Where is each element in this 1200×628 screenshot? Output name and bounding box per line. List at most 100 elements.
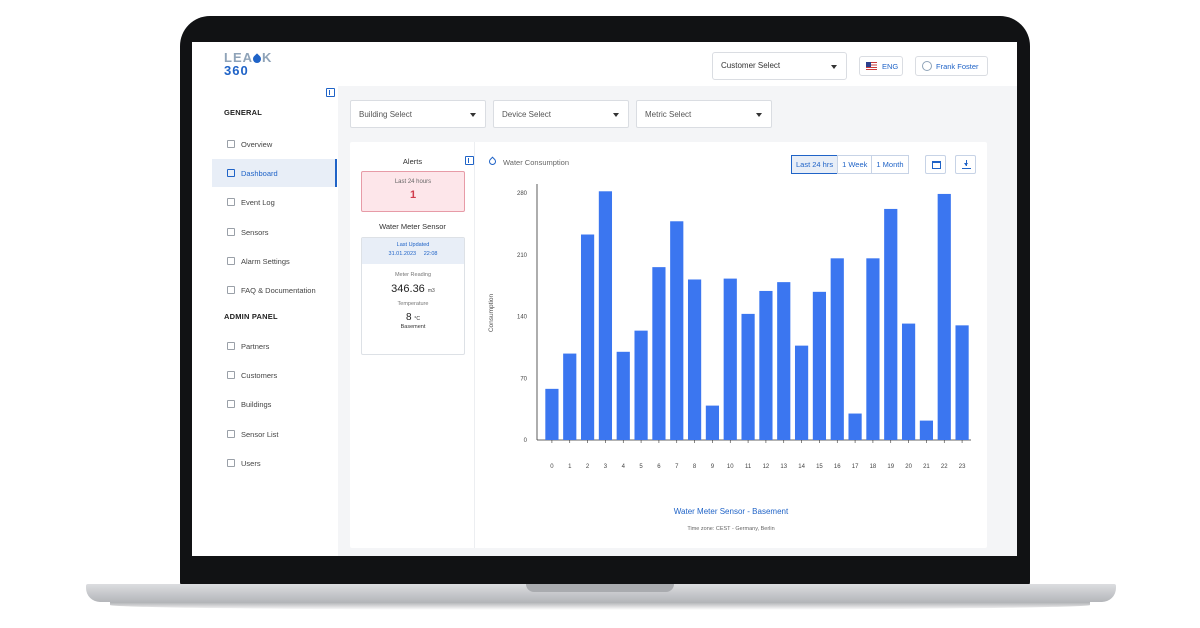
bar-hour-23 xyxy=(955,325,969,440)
sidebar-item-customers[interactable]: Customers xyxy=(212,361,337,389)
help-icon xyxy=(227,286,235,294)
sidebar-item-partners[interactable]: Partners xyxy=(212,332,337,360)
dashboard-card: Alerts Last 24 hours 1 Water Meter Senso… xyxy=(350,142,987,548)
sensor-title: Water Meter Sensor xyxy=(379,222,446,231)
logo-drop-icon xyxy=(251,53,263,65)
customer-select-label: Customer Select xyxy=(721,61,781,70)
x-tick-label: 22 xyxy=(941,464,948,470)
x-tick-label: 13 xyxy=(780,464,787,470)
y-tick-label: 280 xyxy=(517,191,528,197)
meter-label: Meter Reading xyxy=(394,272,432,278)
x-tick-label: 10 xyxy=(727,464,734,470)
sidebar-item-alarm-settings[interactable]: Alarm Settings xyxy=(212,247,337,275)
building-select[interactable]: Building Select xyxy=(350,100,486,128)
device-select-label: Device Select xyxy=(502,110,551,119)
bar-hour-13 xyxy=(777,282,791,440)
dashboard-icon xyxy=(227,169,235,178)
x-tick-label: 9 xyxy=(711,464,715,470)
sidebar-item-sensor-list[interactable]: Sensor List xyxy=(212,420,337,448)
sidebar-item-dashboard[interactable]: Dashboard xyxy=(212,159,337,188)
chart-area: Water Consumption Last 24 hrs 1 Week 1 M… xyxy=(475,142,987,548)
sidebar-item-label: Customers xyxy=(241,371,278,381)
language-button[interactable]: ENG xyxy=(859,56,903,76)
section-title-general: GENERAL xyxy=(224,108,263,117)
sidebar-item-event-log[interactable]: Event Log xyxy=(212,188,337,216)
sidebar-item-label: Partners xyxy=(241,342,270,351)
x-tick-label: 3 xyxy=(604,464,608,470)
x-tick-label: 7 xyxy=(675,464,679,470)
meter-unit: m3 xyxy=(427,288,435,294)
user-icon xyxy=(922,61,932,71)
bar-hour-8 xyxy=(687,279,702,440)
x-tick-label: 20 xyxy=(905,464,912,470)
bar-hour-5 xyxy=(634,330,648,440)
panel-collapse-icon[interactable] xyxy=(465,156,474,165)
bar-hour-22 xyxy=(937,193,951,440)
last-updated-value: 31.01.2023 22:08 xyxy=(388,251,438,257)
bar-hour-12 xyxy=(759,290,773,440)
laptop-notch xyxy=(526,584,674,592)
metric-select[interactable]: Metric Select xyxy=(636,100,772,128)
range-1-month[interactable]: 1 Month xyxy=(871,155,909,174)
x-tick-label: 21 xyxy=(923,464,930,470)
bar-hour-7 xyxy=(670,221,684,440)
bar-hour-16 xyxy=(830,258,844,440)
sidebar-item-users[interactable]: Users xyxy=(212,449,337,477)
chart-title: Water Consumption xyxy=(487,156,569,167)
x-tick-label: 16 xyxy=(834,464,841,470)
x-tick-label: 4 xyxy=(622,464,626,470)
customers-icon xyxy=(227,371,235,380)
main-content: Building Select Device Select Metric Sel… xyxy=(338,86,1017,556)
range-toggle: Last 24 hrs 1 Week 1 Month xyxy=(791,155,909,174)
x-tick-label: 12 xyxy=(763,464,770,470)
bar-hour-4 xyxy=(616,351,630,440)
device-select[interactable]: Device Select xyxy=(493,100,629,128)
range-1-week[interactable]: 1 Week xyxy=(837,155,873,174)
sidebar-item-label: Sensor List xyxy=(241,429,279,439)
x-tick-label: 18 xyxy=(870,464,877,470)
logo[interactable]: LEA K 360 xyxy=(224,50,274,80)
bar-hour-6 xyxy=(652,267,666,440)
download-icon xyxy=(962,160,971,169)
bar-hour-2 xyxy=(580,234,595,440)
sidebar-item-sensors[interactable]: Sensors xyxy=(212,218,337,246)
range-last-24-hrs[interactable]: Last 24 hrs xyxy=(791,155,839,174)
section-title-admin: ADMIN PANEL xyxy=(224,312,278,321)
chart-caption: Water Meter Sensor - Basement xyxy=(673,507,789,516)
sidebar-item-faq-documentation[interactable]: FAQ & Documentation xyxy=(212,276,337,304)
partners-icon xyxy=(227,342,235,350)
logo-text-bottom: 360 xyxy=(224,63,249,78)
log-icon xyxy=(227,198,235,207)
bar-hour-10 xyxy=(723,278,737,440)
alert-summary[interactable]: Last 24 hours 1 xyxy=(361,171,465,212)
x-tick-label: 19 xyxy=(887,464,894,470)
download-button[interactable] xyxy=(955,155,976,174)
temperature-unit: °C xyxy=(414,316,420,322)
chevron-down-icon xyxy=(613,113,619,117)
users-icon xyxy=(227,458,235,467)
sensor-card: Last Updated 31.01.2023 22:08 Meter Read… xyxy=(361,237,465,355)
sidebar-item-buildings[interactable]: Buildings xyxy=(212,390,337,418)
x-tick-label: 14 xyxy=(798,464,805,470)
temperature-reading: 8 °C xyxy=(362,312,464,323)
bar-hour-15 xyxy=(812,291,827,440)
user-name: Frank Foster xyxy=(936,62,979,71)
x-tick-label: 1 xyxy=(568,464,572,470)
x-tick-label: 8 xyxy=(693,464,697,470)
x-tick-label: 17 xyxy=(852,464,859,470)
user-button[interactable]: Frank Foster xyxy=(915,56,988,76)
sidebar-item-overview[interactable]: Overview xyxy=(212,130,337,158)
app-screen: LEA K 360 Customer Select ENG Frank Fost… xyxy=(192,42,1017,556)
calendar-button[interactable] xyxy=(925,155,946,174)
bar-hour-21 xyxy=(919,420,934,440)
sidebar-collapse-icon[interactable] xyxy=(326,88,335,97)
laptop-shadow xyxy=(110,600,1090,610)
sidebar-item-label: Users xyxy=(241,458,261,468)
bar-hour-9 xyxy=(705,405,720,440)
x-tick-label: 2 xyxy=(586,464,590,470)
sidebar-item-label: Buildings xyxy=(241,400,272,410)
customer-select[interactable]: Customer Select xyxy=(712,52,847,80)
bar-hour-18 xyxy=(866,258,880,440)
sensor-icon xyxy=(227,227,235,236)
